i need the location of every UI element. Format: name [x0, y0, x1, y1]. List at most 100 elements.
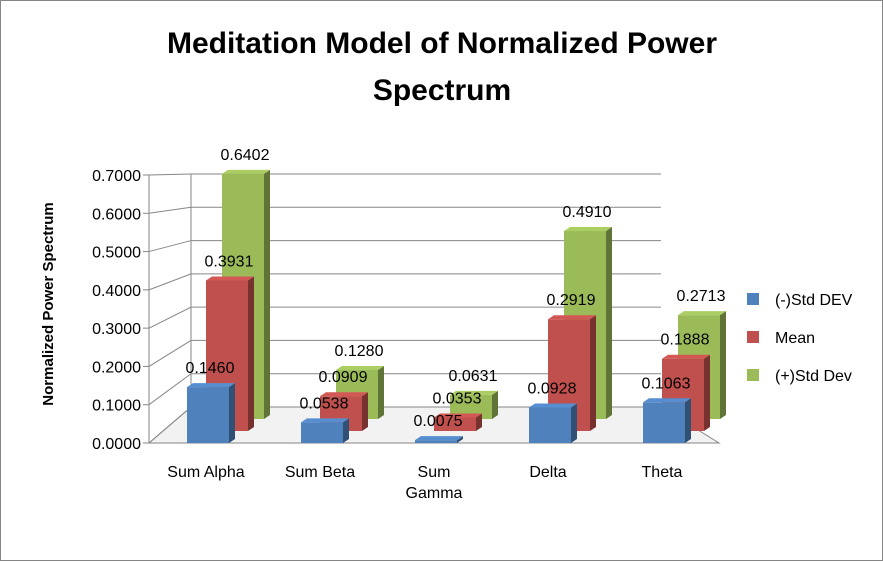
data-label: 0.1280 [335, 343, 384, 360]
bar-top-face [450, 390, 498, 395]
bar-top-face [643, 398, 691, 403]
x-category-label-line: Sum [418, 464, 451, 481]
x-category-label-line: Theta [642, 464, 683, 481]
bar-top-face [187, 383, 235, 388]
bar-top-face [529, 403, 577, 408]
data-label: 0.0075 [414, 413, 463, 430]
bar-side-face [720, 311, 726, 419]
bar-side-face [264, 169, 270, 419]
data-label: 0.0909 [319, 369, 368, 386]
data-label: 0.0538 [300, 395, 349, 412]
legend-item: (+)Std Dev [747, 368, 852, 385]
y-tick-label: 0.1000 [92, 398, 141, 415]
y-tick-label: 0.5000 [92, 245, 141, 262]
chart-title-line: Spectrum [373, 74, 511, 107]
x-category-label: Sum Beta [285, 464, 355, 481]
gridline [148, 173, 661, 176]
data-label: 0.2919 [547, 292, 596, 309]
bar-side-face [606, 227, 612, 419]
legend-item: (-)Std DEV [747, 292, 853, 309]
bar-top-face [678, 311, 726, 316]
legend-item: Mean [747, 330, 815, 347]
bar-top-face [564, 227, 612, 232]
gridline [148, 339, 661, 367]
data-label: 0.4910 [563, 204, 612, 221]
y-axis-ticks: 0.0000 0.1000 0.2000 0.3000 0.4000 0.5000 0.60… [92, 168, 141, 453]
x-category-label-line: Sum Beta [285, 464, 355, 481]
data-label: 0.0631 [449, 368, 498, 385]
data-label: 0.2713 [677, 288, 726, 305]
bar-side-face [571, 403, 577, 443]
bar-top-face [434, 413, 482, 418]
y-tick-label: 0.3000 [92, 321, 141, 338]
data-label: 0.6402 [221, 147, 270, 164]
legend-label: Mean [775, 330, 815, 347]
legend-label: (+)Std Dev [775, 368, 852, 385]
bar-top-face [320, 392, 368, 397]
bar-top-face [222, 169, 270, 174]
bar-top-face [206, 276, 254, 281]
bar-top-face [548, 315, 596, 320]
bar [434, 413, 482, 431]
legend-swatch [747, 331, 759, 343]
x-category-label: Theta [642, 464, 683, 481]
bar-side-face [229, 383, 235, 443]
bar-side-face [248, 276, 254, 431]
x-category-label: Sum Gamma [406, 464, 463, 502]
data-label: 0.1888 [661, 332, 710, 349]
bar-front-face [415, 440, 457, 443]
y-axis-label: Normalized Power Spectrum [40, 202, 57, 405]
bar-side-face [343, 418, 349, 443]
bar-front-face [434, 417, 476, 431]
gridline [148, 306, 661, 329]
data-label: 0.0353 [433, 390, 482, 407]
bar-side-face [378, 365, 384, 419]
legend: (-)Std DEV Mean (+)Std Dev [747, 292, 853, 385]
bar-side-face [590, 315, 596, 431]
bar-side-face [476, 413, 482, 431]
data-label: 0.0928 [528, 380, 577, 397]
y-tick-label: 0.2000 [92, 359, 141, 376]
bar-side-face [704, 354, 710, 431]
x-category-label-line: Delta [529, 464, 566, 481]
bar [450, 390, 498, 419]
x-category-label: Delta [529, 464, 566, 481]
data-label: 0.1460 [186, 360, 235, 377]
x-category-label: Sum Alpha [167, 464, 244, 481]
gridline [148, 273, 661, 291]
bar [301, 418, 349, 443]
data-labels: 0.1460 0.0538 0.0075 0.0928 0.1063 0.3931 0.09… [186, 147, 726, 430]
bar-top-face [336, 365, 384, 370]
bar-side-face [685, 398, 691, 443]
y-tick-label: 0.0000 [92, 436, 141, 453]
legend-swatch [747, 293, 759, 305]
gridline [148, 240, 661, 253]
bar [643, 398, 691, 443]
y-tick-label: 0.7000 [92, 168, 141, 185]
bar-top-face [415, 436, 463, 441]
bar [415, 436, 463, 443]
legend-label: (-)Std DEV [775, 292, 853, 309]
bar [529, 403, 577, 443]
y-tick-label: 0.6000 [92, 206, 141, 223]
bar-front-face [643, 402, 685, 443]
y-tick-label: 0.4000 [92, 283, 141, 300]
bar-front-face [187, 387, 229, 443]
bar-top-face [662, 354, 710, 359]
bar-top-face [301, 418, 349, 423]
chart-title: Meditation Model of Normalized Power Spec… [167, 27, 717, 107]
x-category-label-line: Gamma [406, 485, 463, 502]
chart-title-line: Meditation Model of Normalized Power [167, 27, 717, 60]
gridline [148, 373, 661, 406]
bar [187, 383, 235, 443]
data-label: 0.1063 [642, 375, 691, 392]
bar-side-face [362, 392, 368, 431]
bar-side-face [492, 390, 498, 419]
legend-swatch [747, 369, 759, 381]
gridline [148, 206, 661, 214]
x-axis-categories: Sum Alpha Sum Beta Sum Gamma Delta Theta [167, 464, 682, 502]
bar-front-face [529, 407, 571, 443]
bars [187, 169, 726, 443]
